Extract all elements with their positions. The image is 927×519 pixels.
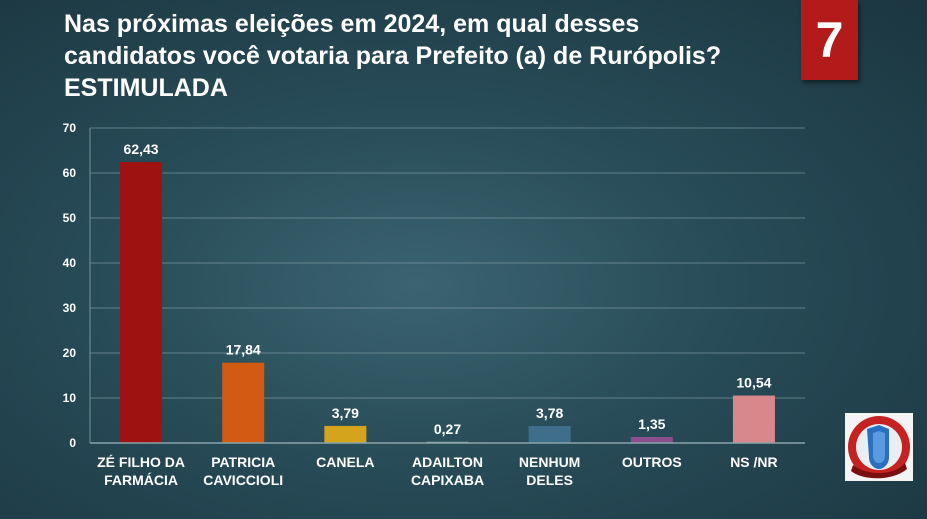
data-label: 3,78 [536, 405, 563, 421]
data-label: 62,43 [124, 141, 159, 157]
y-tick-label: 30 [63, 301, 77, 315]
x-category-label: DELES [526, 472, 573, 488]
y-tick-label: 40 [63, 256, 77, 270]
bar [324, 425, 367, 443]
y-tick-label: 10 [63, 391, 77, 405]
page-number-badge: 7 [801, 0, 858, 80]
bar [528, 425, 571, 443]
y-tick-label: 50 [63, 211, 77, 225]
x-category-label: CAVICCIOLI [203, 472, 283, 488]
y-tick-label: 0 [69, 436, 76, 450]
x-category-label: ZÉ FILHO DA [97, 454, 185, 470]
y-tick-label: 60 [63, 166, 77, 180]
x-category-label: CAPIXABA [411, 472, 484, 488]
x-category-label: CANELA [316, 454, 374, 470]
x-category-label: ADAILTON [412, 454, 483, 470]
bar [222, 362, 265, 443]
title-line-1: Nas próximas eleições em 2024, em qual d… [64, 10, 640, 38]
data-label: 1,35 [638, 416, 665, 432]
brand-logo [845, 413, 913, 481]
x-category-label: PATRICIA [211, 454, 275, 470]
x-category-label: OUTROS [622, 454, 682, 470]
data-label: 17,84 [226, 342, 261, 358]
data-label: 10,54 [736, 375, 771, 391]
chart-title: Nas próximas eleições em 2024, em qual d… [64, 8, 784, 104]
title-line-3: ESTIMULADA [64, 74, 228, 102]
bar [732, 395, 775, 443]
title-line-2: candidatos você votaria para Prefeito (a… [64, 42, 722, 70]
bar [120, 162, 163, 443]
bar [630, 436, 673, 443]
y-tick-label: 70 [63, 121, 77, 135]
x-category-label: NENHUM [519, 454, 580, 470]
x-category-label: NS /NR [730, 454, 777, 470]
data-label: 0,27 [434, 421, 461, 437]
x-category-label: FARMÁCIA [104, 472, 178, 488]
y-tick-label: 20 [63, 346, 77, 360]
data-label: 3,79 [332, 405, 359, 421]
